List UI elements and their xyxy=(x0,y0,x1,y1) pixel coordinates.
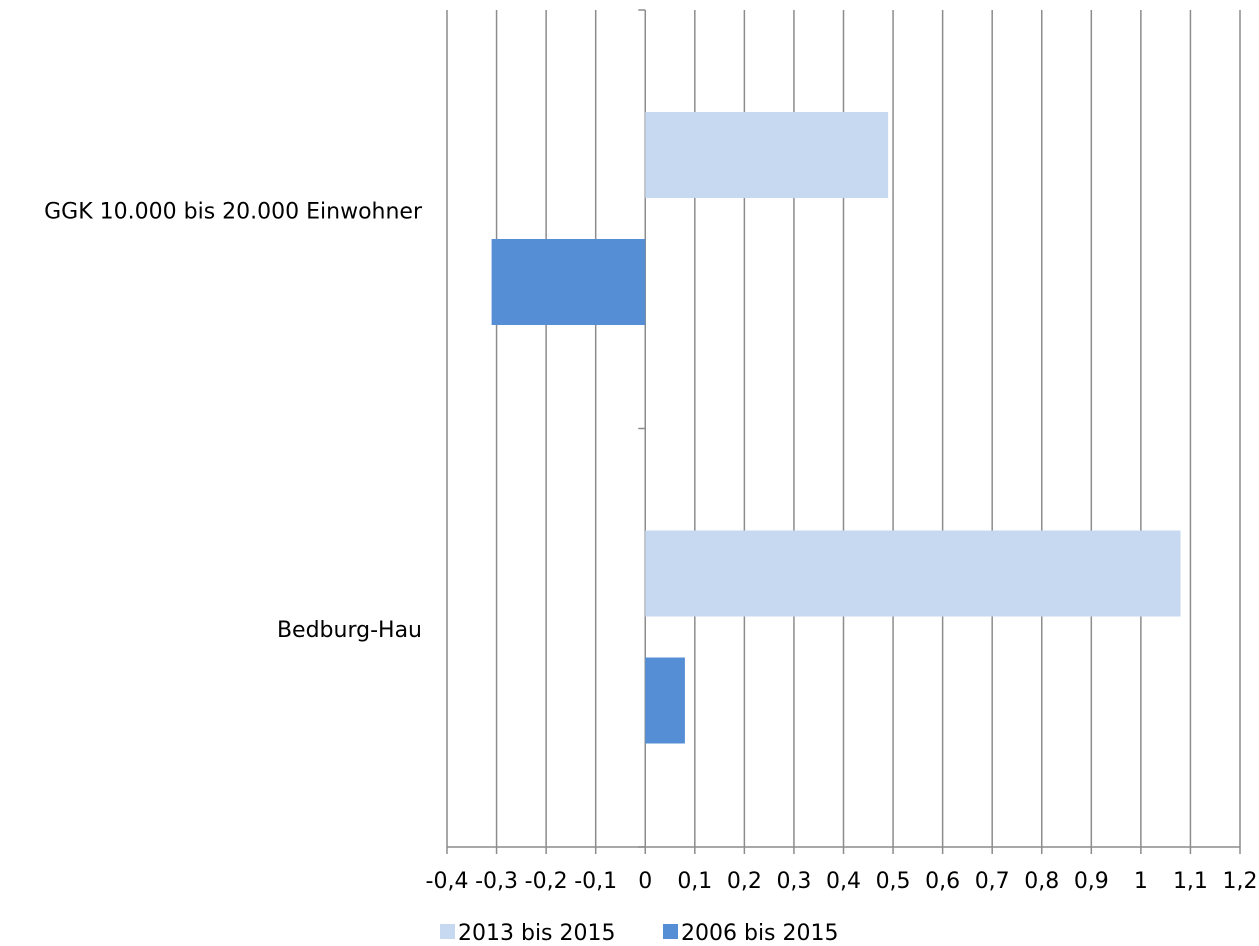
bar-2013-2015 xyxy=(645,112,889,198)
bars xyxy=(491,112,1181,744)
x-tick-labels: -0,4 -0,3 -0,2 -0,1 0 0,1 0,2 0,3 0,4 0,5 0,6 0,7 0,… xyxy=(426,869,1258,894)
x-tick-label: 1,1 xyxy=(1173,869,1208,894)
legend-label: 2013 bis 2015 xyxy=(458,921,616,946)
category-label: GGK 10.000 bis 20.000 Einwohner xyxy=(44,199,423,224)
bar-2013-2015 xyxy=(645,530,1181,617)
x-tick-label: 0,8 xyxy=(1024,869,1059,894)
legend-swatch xyxy=(440,924,455,939)
category-labels: GGK 10.000 bis 20.000 Einwohner Bedburg-H… xyxy=(44,199,423,643)
x-tick-label: 0,4 xyxy=(826,869,861,894)
legend-swatch xyxy=(663,924,678,939)
legend-label: 2006 bis 2015 xyxy=(681,921,839,946)
x-tick-label: 1,2 xyxy=(1223,869,1258,894)
x-tick-label: -0,4 xyxy=(426,869,469,894)
x-tick-label: 0 xyxy=(638,869,652,894)
x-tick-label: -0,3 xyxy=(475,869,518,894)
x-tick-label: 0,5 xyxy=(876,869,911,894)
x-tick-label: 0,1 xyxy=(677,869,712,894)
x-tick-label: -0,1 xyxy=(574,869,617,894)
x-tick-label: 1 xyxy=(1134,869,1148,894)
category-label: Bedburg-Hau xyxy=(277,618,422,643)
x-tick-label: 0,9 xyxy=(1074,869,1109,894)
bar-2006-2015 xyxy=(491,239,646,325)
x-tick-label: 0,7 xyxy=(975,869,1010,894)
x-tick-label: 0,6 xyxy=(925,869,960,894)
x-tick-label: 0,3 xyxy=(776,869,811,894)
legend: 2013 bis 2015 2006 bis 2015 xyxy=(440,921,839,946)
bar-2006-2015 xyxy=(645,657,685,744)
axes xyxy=(446,9,1241,854)
x-tick-label: -0,2 xyxy=(525,869,568,894)
x-tick-label: 0,2 xyxy=(727,869,762,894)
